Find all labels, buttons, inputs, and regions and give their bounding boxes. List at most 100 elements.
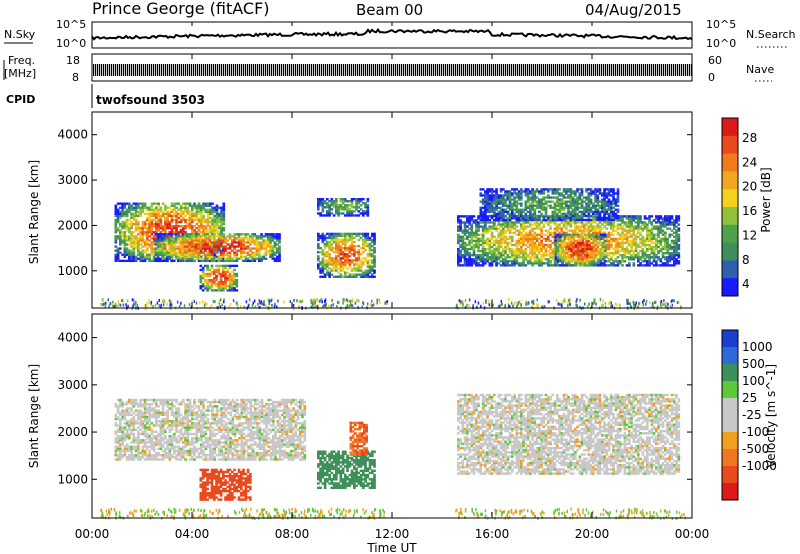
- power-cell: [479, 254, 483, 257]
- power-cell: [179, 257, 183, 260]
- power-cell: [529, 243, 532, 247]
- power-cell: [173, 212, 176, 216]
- power-cell: [540, 249, 543, 253]
- power-cell: [121, 253, 124, 256]
- power-cell: [556, 223, 559, 226]
- power-cell: [497, 241, 501, 245]
- power-cell: [621, 243, 624, 247]
- power-cell: [666, 258, 669, 261]
- power-cell: [179, 239, 182, 242]
- nave-bar: [293, 64, 295, 76]
- power-cell: [188, 225, 192, 228]
- nave-bar: [135, 64, 137, 76]
- power-cell: [529, 237, 532, 241]
- power-cell: [264, 241, 268, 244]
- power-cell: [255, 251, 259, 254]
- power-cell: [278, 255, 281, 258]
- power-cell: [208, 268, 212, 272]
- power-cell: [132, 241, 136, 244]
- power-cell: [188, 243, 191, 246]
- power-cell: [637, 219, 640, 222]
- power-cell: [204, 239, 207, 242]
- nave-bar: [675, 64, 677, 76]
- power-cell: [646, 231, 649, 234]
- power-cell: [222, 253, 225, 256]
- power-cell: [116, 249, 120, 252]
- power-cell: [560, 241, 564, 245]
- power-cell: [677, 243, 681, 247]
- power-cell: [637, 225, 640, 228]
- power-cell: [368, 251, 372, 254]
- power-cell: [323, 267, 327, 270]
- power-cell: [219, 243, 223, 246]
- power-cell: [459, 229, 462, 232]
- power-cell: [146, 249, 149, 252]
- power-cell: [590, 235, 594, 238]
- power-cell: [556, 249, 560, 253]
- power-cell: [335, 234, 338, 238]
- nave-bar: [491, 64, 493, 76]
- power-cell: [598, 239, 602, 243]
- power-cell: [192, 255, 196, 258]
- power-cell: [621, 260, 624, 263]
- power-cell: [499, 208, 503, 211]
- power-cell: [457, 252, 460, 255]
- power-cell: [267, 249, 270, 252]
- power-cell: [513, 254, 516, 257]
- power-cell: [215, 239, 219, 242]
- power-cell: [568, 249, 571, 253]
- power-cell: [490, 237, 494, 241]
- power-cell: [335, 255, 338, 258]
- power-cell: [490, 202, 494, 205]
- power-cell: [677, 247, 681, 251]
- power-cell: [132, 259, 136, 263]
- power-cell: [508, 218, 512, 222]
- power-cell: [628, 231, 631, 234]
- power-cell: [208, 239, 212, 242]
- power-cell: [520, 233, 523, 236]
- power-cell: [321, 238, 325, 242]
- power-cell: [206, 202, 210, 205]
- power-cell: [235, 233, 239, 236]
- power-cell: [628, 264, 631, 267]
- power-cell: [605, 221, 609, 224]
- power-cell: [191, 243, 194, 246]
- nave-bar: [229, 64, 231, 76]
- beam-title: Beam 00: [356, 1, 423, 19]
- power-cell: [508, 214, 512, 218]
- power-cell: [211, 212, 214, 216]
- power-cell: [488, 221, 492, 224]
- nave-bar: [495, 64, 497, 76]
- power-cell: [481, 210, 485, 214]
- power-cell: [459, 237, 462, 241]
- power-cell: [535, 254, 539, 257]
- power-cell: [224, 249, 227, 252]
- power-cell: [141, 259, 145, 263]
- power-cell: [213, 229, 217, 232]
- power-cell: [364, 234, 367, 238]
- power-cell: [486, 241, 489, 245]
- power-cell: [533, 241, 537, 245]
- power-cell: [511, 243, 514, 247]
- power-cell: [148, 239, 151, 242]
- power-cell: [152, 231, 156, 234]
- power-cell: [475, 254, 478, 257]
- power-cell: [319, 271, 322, 274]
- power-cell: [574, 235, 578, 238]
- nave-bar: [249, 64, 251, 76]
- power-cell: [495, 194, 498, 197]
- power-cell: [339, 273, 343, 276]
- power-cell: [513, 249, 516, 253]
- power-cell: [502, 216, 505, 220]
- power-cell: [579, 249, 582, 253]
- power-cell: [210, 289, 214, 292]
- power-cell: [228, 235, 232, 238]
- power-cell: [146, 257, 149, 260]
- power-cell: [533, 233, 537, 236]
- power-cell: [646, 239, 649, 243]
- power-cell: [213, 241, 216, 244]
- power-cell: [190, 255, 194, 258]
- power-cell: [204, 241, 207, 244]
- power-cell: [335, 265, 338, 268]
- power-cell: [231, 276, 234, 280]
